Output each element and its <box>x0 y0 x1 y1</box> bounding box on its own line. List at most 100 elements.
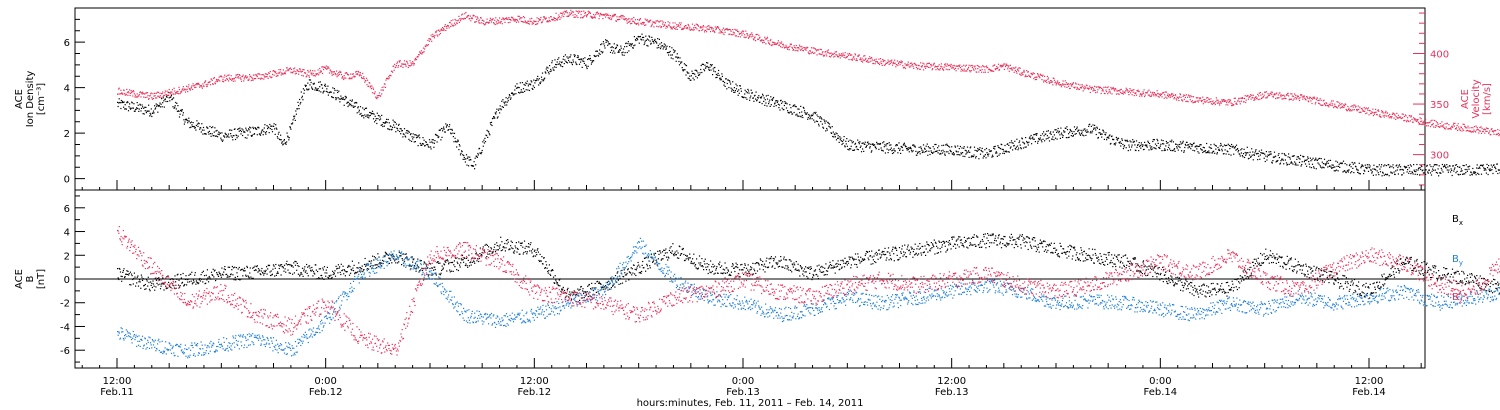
top-point <box>777 103 779 105</box>
top-point <box>126 91 128 93</box>
top-point <box>383 122 385 124</box>
top-point <box>705 26 707 28</box>
top-point <box>422 47 425 49</box>
top-point <box>1449 165 1451 167</box>
top-point <box>312 70 314 72</box>
top-point <box>459 20 462 22</box>
top-point <box>803 107 805 109</box>
top-point <box>1167 146 1170 148</box>
top-point <box>552 19 554 21</box>
top-point <box>951 65 953 67</box>
top-point <box>919 153 921 155</box>
top-point <box>389 129 391 131</box>
top-point <box>709 26 711 28</box>
top-point <box>350 73 352 75</box>
top-point <box>604 47 606 49</box>
top-point <box>1073 126 1076 128</box>
top-point <box>516 20 519 22</box>
top-point <box>1090 130 1092 133</box>
top-point <box>243 78 245 80</box>
top-point <box>982 65 984 67</box>
top-point <box>857 55 859 57</box>
top-point <box>608 14 610 17</box>
top-point <box>900 61 902 64</box>
top-point <box>1203 150 1205 153</box>
top-point <box>761 39 763 41</box>
top-point <box>641 23 643 25</box>
top-point <box>614 13 616 16</box>
top-point <box>1351 161 1353 164</box>
top-point <box>502 99 504 101</box>
top-point <box>531 17 533 19</box>
top-point <box>1339 166 1341 168</box>
top-point <box>1161 150 1163 152</box>
top-point <box>509 21 511 23</box>
top-point <box>1451 174 1453 177</box>
top-point <box>1077 130 1079 132</box>
top-point <box>154 95 156 97</box>
top-point <box>268 72 270 74</box>
top-point <box>164 98 166 100</box>
top-point <box>695 69 697 71</box>
top-point <box>1375 174 1377 176</box>
top-point <box>422 137 424 139</box>
top-point <box>528 23 531 25</box>
top-point <box>707 62 709 64</box>
top-point <box>782 43 784 45</box>
top-point <box>445 123 447 125</box>
top-point <box>981 71 983 73</box>
top-point <box>910 147 912 149</box>
top-point <box>433 142 435 144</box>
top-point <box>267 74 269 76</box>
top-point <box>300 71 302 73</box>
top-point <box>171 98 174 100</box>
top-point <box>636 23 638 25</box>
top-point <box>539 82 541 85</box>
top-point <box>580 17 582 19</box>
top-point <box>536 78 538 80</box>
top-point <box>699 74 701 76</box>
top-point <box>631 44 633 46</box>
top-point <box>944 63 946 65</box>
top-point <box>637 22 639 24</box>
top-point <box>469 15 471 17</box>
top-point <box>301 70 303 72</box>
top-point <box>516 19 518 21</box>
top-point <box>1314 159 1316 161</box>
top-point <box>723 84 725 86</box>
top-point <box>1272 160 1274 162</box>
top-point <box>842 52 844 54</box>
top-point <box>725 28 727 30</box>
top-point <box>481 151 483 154</box>
top-point <box>1235 144 1238 146</box>
top-point <box>931 69 933 71</box>
top-point <box>860 60 863 62</box>
top-point <box>796 47 798 49</box>
top-point <box>1028 74 1030 76</box>
top-point <box>1333 166 1335 168</box>
top-point <box>1082 129 1084 131</box>
top-point <box>1356 168 1358 170</box>
top-point <box>604 13 606 15</box>
top-point <box>903 142 905 144</box>
top-point <box>1242 156 1244 158</box>
top-point <box>392 71 394 73</box>
top-point <box>207 127 209 129</box>
top-point <box>234 138 237 141</box>
top-point <box>1362 165 1364 167</box>
top-point <box>293 70 295 72</box>
top-point <box>458 149 460 151</box>
top-point <box>596 11 598 13</box>
top-point <box>1057 130 1059 132</box>
top-point <box>780 42 782 45</box>
top-point <box>922 62 924 64</box>
top-point <box>971 64 973 66</box>
top-point <box>263 78 265 80</box>
top-point <box>603 45 606 47</box>
top-point <box>693 29 695 31</box>
top-point <box>1270 153 1272 155</box>
top-point <box>827 51 829 53</box>
top-point <box>1190 143 1192 146</box>
top-point <box>384 86 387 88</box>
top-point <box>461 151 463 153</box>
